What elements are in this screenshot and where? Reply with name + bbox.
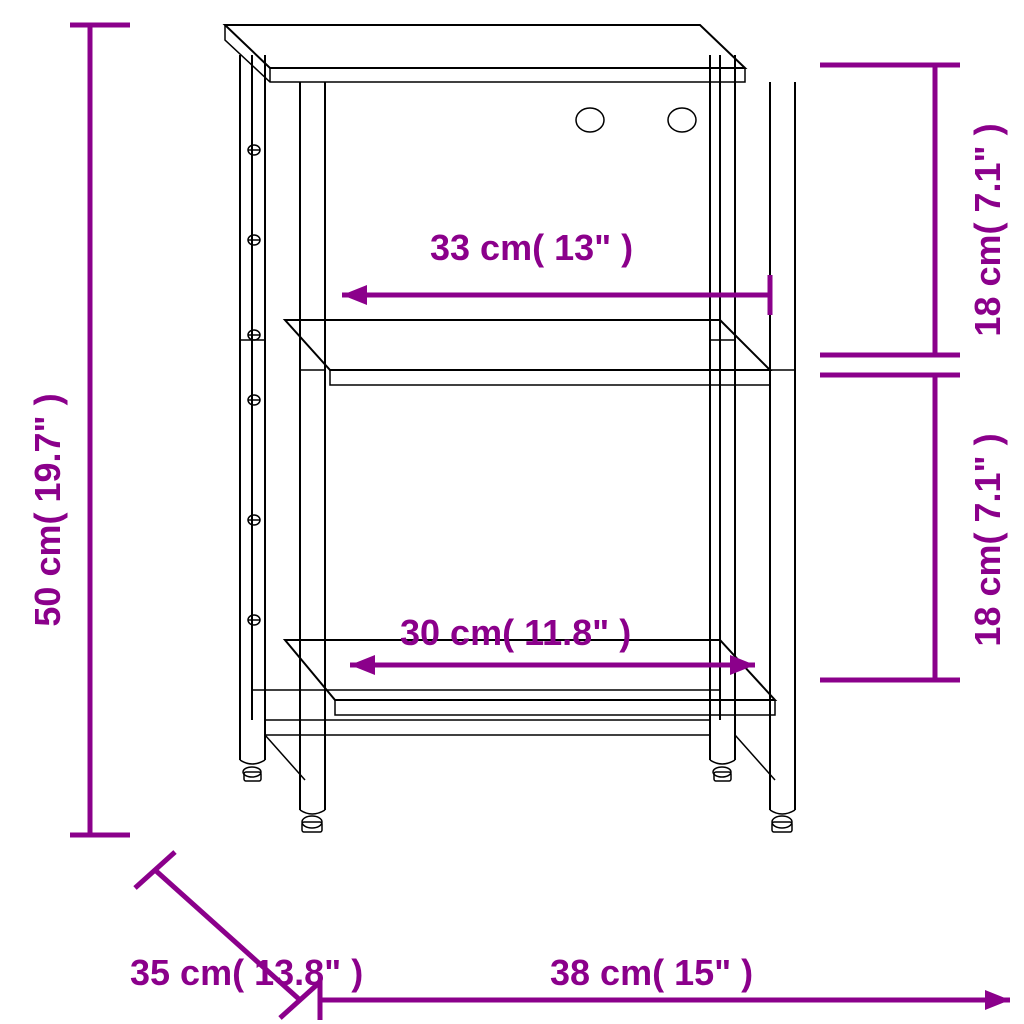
dimension-gap-upper: 18 cm( 7.1" ) [820, 65, 1008, 355]
dim-height-total-label: 50 cm( 19.7" ) [27, 393, 68, 626]
dimension-shelf-bottom: 30 cm( 11.8" ) [350, 612, 755, 675]
dim-gap-lower-label: 18 cm( 7.1" ) [967, 433, 1008, 646]
dimension-gap-lower: 18 cm( 7.1" ) [820, 375, 1008, 680]
dimension-depth: 35 cm( 13.8" ) [130, 852, 363, 1018]
dimension-width-bottom: 38 cm( 15" ) [320, 952, 1010, 1020]
dim-gap-upper-label: 18 cm( 7.1" ) [967, 123, 1008, 336]
dim-depth-label: 35 cm( 13.8" ) [130, 952, 363, 993]
dim-shelf-top-label: 33 cm( 13" ) [430, 227, 633, 268]
dimension-height-total: 50 cm( 19.7" ) [27, 25, 130, 835]
dim-shelf-bottom-label: 30 cm( 11.8" ) [400, 612, 631, 653]
dim-width-bottom-label: 38 cm( 15" ) [550, 952, 753, 993]
dimension-shelf-top: 33 cm( 13" ) [342, 227, 770, 315]
